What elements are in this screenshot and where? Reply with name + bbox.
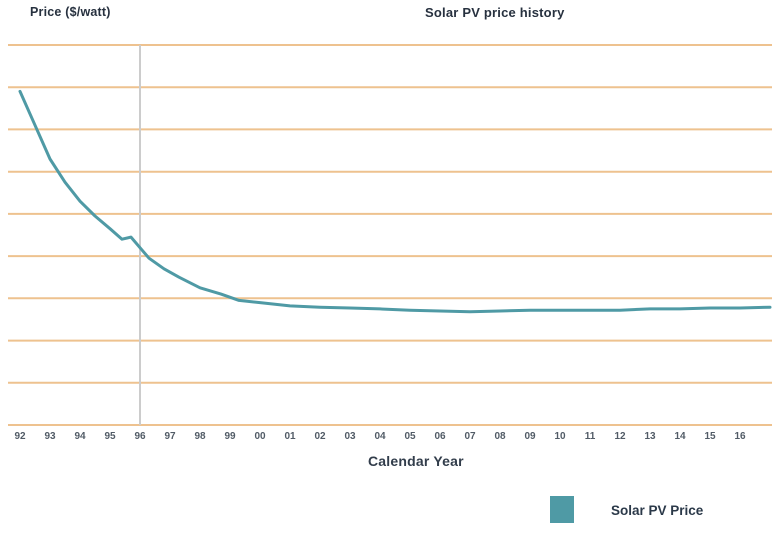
x-tick-label: 09 — [524, 431, 536, 442]
legend: Solar PV Price — [550, 496, 703, 523]
x-tick-label: 15 — [704, 431, 716, 442]
price-curve — [18, 89, 772, 314]
x-tick-label: 96 — [134, 431, 146, 442]
y-axis-title: Price ($/watt) — [30, 5, 111, 19]
x-tick-label: 97 — [164, 431, 176, 442]
x-tick-label: 13 — [644, 431, 656, 442]
x-tick-label: 10 — [554, 431, 566, 442]
x-tick-label: 01 — [284, 431, 296, 442]
x-axis-tick-row: 92 93 94 95 96 97 98 99 00 01 02 03 04 05 06 07 08 09 10 11… — [0, 431, 780, 447]
x-tick-label: 02 — [314, 431, 326, 442]
x-tick-label: 08 — [494, 431, 506, 442]
x-tick-label: 92 — [14, 431, 26, 442]
x-tick-label: 05 — [404, 431, 416, 442]
legend-swatch — [550, 496, 574, 523]
x-tick-label: 00 — [254, 431, 266, 442]
x-tick-label: 07 — [464, 431, 476, 442]
x-tick-label: 98 — [194, 431, 206, 442]
legend-label: Solar PV Price — [611, 503, 704, 518]
chart-title: Solar PV price history — [425, 5, 565, 20]
line-chart-plot-area — [8, 44, 772, 426]
x-tick-label: 06 — [434, 431, 446, 442]
x-axis-label: Calendar Year — [368, 453, 464, 469]
x-tick-label: 16 — [734, 431, 746, 442]
x-tick-label: 99 — [224, 431, 236, 442]
x-tick-label: 14 — [674, 431, 686, 442]
x-tick-label: 11 — [584, 431, 596, 442]
x-tick-label: 03 — [344, 431, 356, 442]
x-tick-label: 04 — [374, 431, 386, 442]
x-tick-label: 94 — [74, 431, 86, 442]
x-tick-label: 93 — [44, 431, 56, 442]
x-tick-label: 95 — [104, 431, 116, 442]
x-tick-label: 12 — [614, 431, 626, 442]
